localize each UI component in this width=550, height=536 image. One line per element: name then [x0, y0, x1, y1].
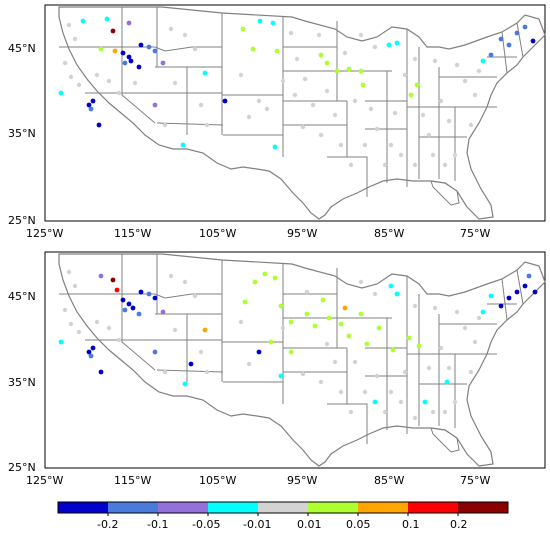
station-dots — [58, 269, 538, 421]
lon-tick: 115°W — [114, 227, 151, 240]
lon-tick: 105°W — [199, 474, 236, 487]
colorbar-segment — [408, 502, 458, 513]
map-frame — [44, 251, 546, 469]
bottom-lat-ticks: 45°N 35°N 25°N — [8, 290, 36, 474]
lat-tick: 25°N — [8, 214, 36, 227]
lon-tick: 75°W — [460, 474, 490, 487]
colorbar-tick-label: 0.1 — [402, 518, 420, 531]
colorbar-tick-label: 0.01 — [297, 518, 322, 531]
lon-tick: 95°W — [287, 474, 317, 487]
lon-tick: 85°W — [374, 227, 404, 240]
colorbar-frame — [57, 501, 509, 514]
lon-tick: 85°W — [374, 474, 404, 487]
colorbar — [57, 501, 509, 516]
top-lat-ticks: 45°N 35°N 25°N — [8, 42, 36, 227]
colorbar-tick-label: -0.1 — [147, 518, 168, 531]
colorbar-tick-label: 0.05 — [346, 518, 371, 531]
bottom-lon-ticks: 125°W 115°W 105°W 95°W 85°W 75°W — [26, 474, 490, 487]
lat-tick: 25°N — [8, 461, 36, 474]
lon-tick: 125°W — [26, 474, 63, 487]
station-dots — [58, 16, 536, 168]
lon-tick: 75°W — [460, 227, 490, 240]
lon-tick: 115°W — [114, 474, 151, 487]
map-frame — [44, 4, 546, 222]
lon-tick: 95°W — [287, 227, 317, 240]
colorbar-segment — [458, 502, 508, 513]
colorbar-segment — [358, 502, 408, 513]
lat-tick: 35°N — [8, 376, 36, 389]
lat-tick: 35°N — [8, 127, 36, 140]
colorbar-segment — [208, 502, 258, 513]
colorbar-tick-label: 0.2 — [450, 518, 468, 531]
colorbar-ticks: -0.2 -0.1 -0.05 -0.01 0.01 0.05 0.1 0.2 — [97, 518, 468, 531]
colorbar-segment — [308, 502, 358, 513]
map-top — [44, 4, 546, 222]
lat-tick: 45°N — [8, 290, 36, 303]
lat-tick: 45°N — [8, 42, 36, 55]
map-bottom — [44, 251, 546, 469]
colorbar-segment — [58, 502, 108, 513]
colorbar-segment — [108, 502, 158, 513]
colorbar-segment — [258, 502, 308, 513]
lon-tick: 105°W — [199, 227, 236, 240]
colorbar-tick-label: -0.2 — [97, 518, 118, 531]
colorbar-tick-label: -0.05 — [192, 518, 220, 531]
colorbar-tick-label: -0.01 — [243, 518, 271, 531]
top-lon-ticks: 125°W 115°W 105°W 95°W 85°W 75°W — [26, 227, 490, 240]
colorbar-segment — [158, 502, 208, 513]
lon-tick: 125°W — [26, 227, 63, 240]
